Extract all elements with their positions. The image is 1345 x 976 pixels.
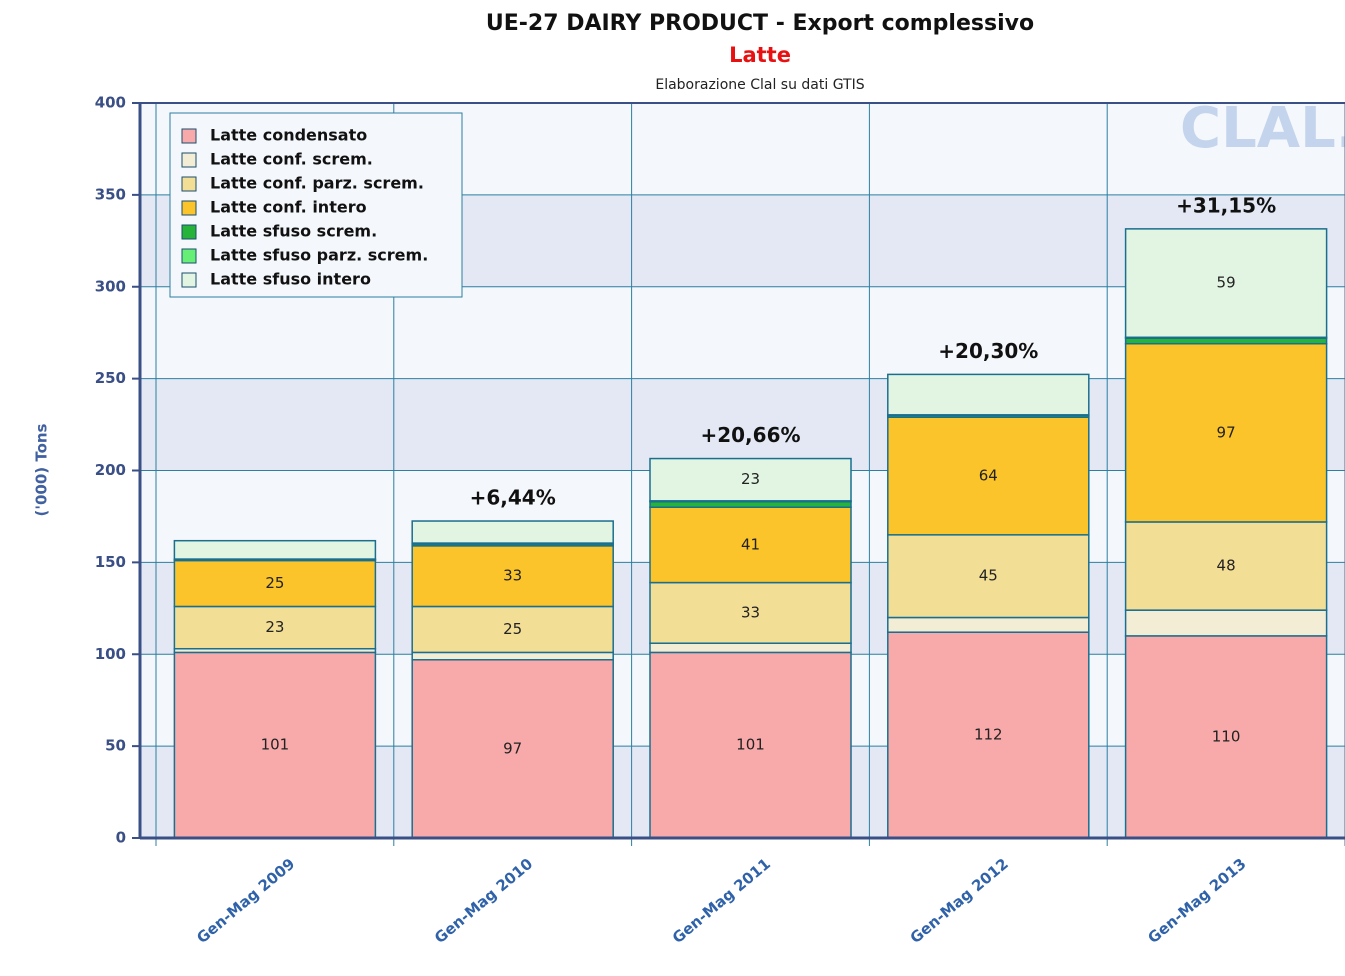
annotation: +31,15% bbox=[1176, 193, 1276, 217]
bar-segment bbox=[173, 651, 377, 839]
y-tick-label: 150 bbox=[95, 553, 126, 571]
bar-segment bbox=[887, 534, 1090, 619]
legend-label: Latte conf. intero bbox=[210, 198, 367, 217]
data-label: 110 bbox=[1212, 727, 1241, 745]
data-label: 23 bbox=[265, 618, 284, 636]
legend-swatch bbox=[181, 176, 197, 192]
x-tick-label: Gen-Mag 2011 bbox=[669, 855, 774, 947]
data-label: 97 bbox=[1217, 423, 1236, 441]
legend-label: Latte sfuso parz. screm. bbox=[210, 246, 428, 265]
bar-segment bbox=[649, 642, 852, 654]
data-label: 33 bbox=[503, 567, 522, 585]
bar-segment bbox=[1124, 228, 1328, 339]
bar-segment bbox=[1124, 342, 1328, 523]
x-tick-label: Gen-Mag 2010 bbox=[431, 855, 536, 947]
data-label: 64 bbox=[979, 467, 998, 485]
annotation: +6,44% bbox=[470, 486, 556, 510]
legend-swatch bbox=[181, 272, 197, 288]
bar-segment bbox=[649, 457, 852, 502]
chart-title: UE-27 DAIRY PRODUCT - Export complessivo bbox=[486, 11, 1034, 36]
chart-subtitle: Latte bbox=[729, 43, 791, 67]
data-label: 112 bbox=[974, 726, 1003, 744]
y-tick-label: 100 bbox=[95, 645, 126, 663]
bar-segment bbox=[649, 506, 852, 584]
legend-swatch bbox=[181, 128, 197, 144]
bar-segment bbox=[887, 631, 1090, 839]
legend-label: Latte condensato bbox=[210, 126, 367, 145]
data-label: 48 bbox=[1217, 557, 1236, 575]
y-tick-label: 350 bbox=[95, 185, 126, 203]
data-label: 25 bbox=[503, 620, 522, 638]
bar-segment bbox=[1124, 609, 1328, 637]
data-label: 33 bbox=[741, 603, 760, 621]
bar-segment bbox=[173, 539, 377, 560]
legend-label: Latte conf. parz. screm. bbox=[210, 174, 424, 193]
annotation: +20,66% bbox=[700, 423, 800, 447]
legend-label: Latte sfuso intero bbox=[210, 270, 371, 289]
data-label: 101 bbox=[736, 736, 765, 754]
bar-segment bbox=[1124, 521, 1328, 611]
legend-swatch bbox=[181, 200, 197, 216]
data-label: 101 bbox=[261, 736, 290, 754]
bar-segment bbox=[1124, 337, 1328, 345]
watermark: CLAL.it bbox=[1180, 96, 1345, 161]
data-label: 25 bbox=[265, 574, 284, 592]
bar-segment bbox=[411, 651, 614, 661]
bar-segment bbox=[887, 416, 1090, 536]
x-tick-label: Gen-Mag 2012 bbox=[907, 855, 1012, 947]
y-axis-label: ('000) Tons bbox=[33, 423, 51, 516]
y-tick-label: 0 bbox=[116, 829, 126, 847]
data-label: 97 bbox=[503, 739, 522, 757]
data-label: 41 bbox=[741, 535, 760, 553]
legend-box bbox=[169, 112, 463, 298]
data-label: 59 bbox=[1217, 274, 1236, 292]
annotation: +20,30% bbox=[938, 339, 1038, 363]
legend-label: Latte sfuso screm. bbox=[210, 222, 377, 241]
x-tick-label: Gen-Mag 2013 bbox=[1144, 855, 1249, 947]
bar-segment bbox=[887, 616, 1090, 633]
chart-source: Elaborazione Clal su dati GTIS bbox=[655, 77, 864, 93]
bar-segment bbox=[173, 605, 377, 650]
bar-segment bbox=[411, 520, 614, 544]
data-label: 23 bbox=[741, 470, 760, 488]
bar-segment bbox=[887, 373, 1090, 416]
bar-segment bbox=[649, 581, 852, 644]
legend-swatch bbox=[181, 152, 197, 168]
legend-swatch bbox=[181, 224, 197, 240]
x-tick-label: Gen-Mag 2009 bbox=[193, 855, 298, 947]
y-tick-label: 250 bbox=[95, 369, 126, 387]
bar-segment bbox=[649, 651, 852, 839]
y-tick-label: 200 bbox=[95, 461, 126, 479]
bar-segment bbox=[649, 500, 852, 508]
y-tick-label: 300 bbox=[95, 277, 126, 295]
legend-swatch bbox=[181, 248, 197, 264]
legend-label: Latte conf. screm. bbox=[210, 150, 373, 169]
y-tick-label: 50 bbox=[105, 737, 126, 755]
bar-segment bbox=[1124, 635, 1328, 839]
y-tick-label: 400 bbox=[95, 94, 126, 112]
data-label: 45 bbox=[979, 567, 998, 585]
bar-segment bbox=[411, 545, 614, 608]
